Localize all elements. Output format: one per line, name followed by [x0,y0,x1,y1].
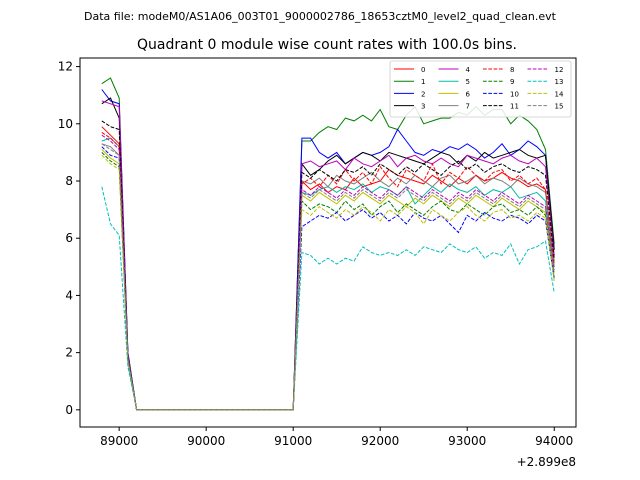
series-line-6 [101,149,555,411]
x-tick-label: 92000 [361,434,399,448]
legend-label-12: 12 [555,66,564,74]
x-tick-label: 89000 [100,434,138,448]
series-line-12 [101,134,555,411]
legend-label-1: 1 [421,78,425,86]
series-line-9 [101,152,555,411]
legend-label-11: 11 [510,103,519,111]
legend-label-0: 0 [421,66,425,74]
legend-label-9: 9 [510,78,514,86]
y-tick-label: 4 [65,288,73,302]
series-line-13 [101,186,555,411]
legend-label-10: 10 [510,90,519,98]
legend-label-14: 14 [555,90,564,98]
y-tick-label: 10 [58,117,73,131]
series-line-8 [101,131,555,411]
series-line-2 [101,89,555,411]
y-tick-label: 8 [65,174,73,188]
chart-suptitle: Data file: modeM0/AS1A06_003T01_90000027… [84,10,557,23]
plot-frame [79,57,577,428]
chart-title: Quadrant 0 module wise count rates with … [137,37,517,53]
legend-label-3: 3 [421,103,425,111]
series-line-15 [101,143,555,411]
y-tick-label: 12 [58,60,73,74]
legend-frame [389,60,572,118]
series-layer [101,77,555,411]
legend-label-5: 5 [466,78,470,86]
series-line-4 [101,100,555,411]
legend-label-13: 13 [555,78,564,86]
legend-label-7: 7 [466,103,470,111]
series-line-7 [101,143,555,411]
legend-label-8: 8 [510,66,514,74]
x-offset-label: +2.899e8 [517,455,576,469]
x-tick-label: 91000 [274,434,312,448]
x-tick-label: 93000 [448,434,486,448]
series-line-14 [101,154,555,411]
legend-label-2: 2 [421,90,425,98]
x-tick-label: 90000 [187,434,225,448]
legend-label-15: 15 [555,103,564,111]
y-tick-label: 6 [65,231,73,245]
y-tick-label: 2 [65,346,73,360]
y-tick-label: 0 [65,403,73,417]
series-line-3 [101,97,555,411]
legend-label-6: 6 [466,90,471,98]
series-line-0 [101,126,555,411]
x-tick-label: 94000 [535,434,573,448]
legend-label-4: 4 [466,66,471,74]
series-line-1 [101,77,555,411]
